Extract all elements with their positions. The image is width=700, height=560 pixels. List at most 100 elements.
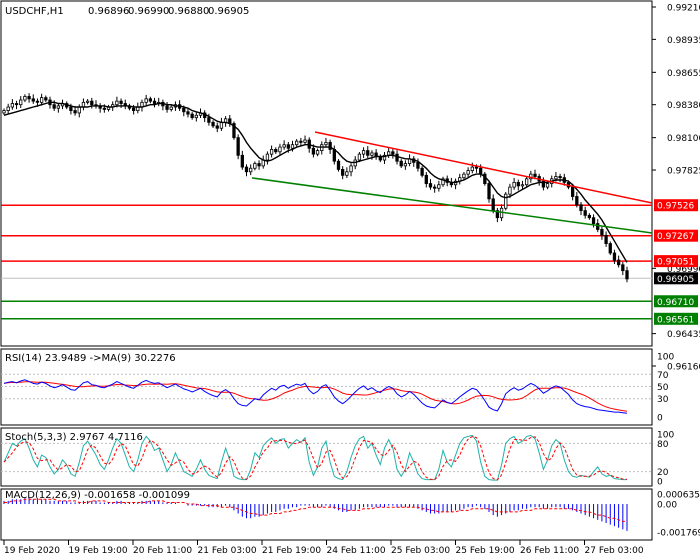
rsi-tick-label: 30 [657,395,669,405]
candle-body [441,178,445,186]
candle-body [144,98,148,103]
candle-body [240,154,244,168]
candle-body [403,163,408,167]
rsi-label: RSI(14) 23.9489 ->MA(9) 30.2276 [5,353,176,364]
candle-body [616,259,621,266]
candle-body [487,183,491,200]
candle-body [102,107,106,110]
price-tick-label: 0.98655 [667,69,700,79]
candle-body [219,121,224,129]
candle-body [525,178,529,186]
candle-body [14,103,19,106]
candle-body [591,217,596,224]
time-tick-label: 20 Feb 11:00 [133,546,192,556]
candle-body [370,152,374,156]
macd-label: MACD(12,26,9) -0.001658 -0.001099 [5,490,190,501]
candle-body [27,96,31,100]
candle-body [182,107,186,113]
rsi-plot: 100 70 50 30 0 [1,353,674,424]
candle-body [23,96,27,101]
candle-body [357,153,362,161]
price-plot [1,93,653,320]
candle-body [303,139,307,143]
candle-body [52,104,56,109]
candle-body [512,181,516,188]
candle-body [600,229,604,236]
candle-body [504,193,508,209]
time-tick-label: 21 Feb 19:00 [262,546,321,556]
candle-body [621,264,625,272]
candle-body [541,180,546,188]
candle-body [533,173,537,177]
stoch-main-line [3,434,627,481]
candle-body [148,98,152,102]
candle-body [587,214,592,219]
price-tick-label: 0.98935 [667,36,700,46]
candle-body [77,106,81,114]
macd-tick-label: 0.000635 [657,491,700,501]
upper-trendline [314,131,653,204]
candle-body [462,173,466,179]
candle-body [420,167,424,176]
time-tick-label: 25 Feb 19:00 [456,546,515,556]
time-tick-label: 19 Feb 19:00 [69,546,128,556]
macd-tick-label: -0.001769 [657,529,700,539]
ohlc-high: 0.96990 [128,6,169,17]
candle-body [44,97,48,101]
candle-body [31,98,35,102]
candle-body [433,186,437,189]
candle-body [516,181,520,187]
candle-body [295,140,299,146]
candle-body [491,198,495,212]
candle-body [361,150,366,155]
candle-body [19,99,23,106]
stoch-tick-label: 20 [657,468,669,478]
stoch-label: Stoch(5,3,3) 2.9767 4.7116 [5,432,143,443]
candle-body [249,167,253,173]
stoch-tick-label: 80 [657,440,669,450]
candle-body [286,144,290,149]
moving-average-line [3,101,628,263]
candle-body [520,184,525,187]
candle-body [274,149,278,153]
time-tick-label: 25 Feb 03:00 [391,546,450,556]
candle-body [131,107,136,111]
time-tick-label: 19 Feb 2020 [4,546,60,556]
stoch-tick-label: 0 [657,478,663,488]
candle-body [85,100,90,103]
candle-body [244,166,249,173]
candle-body [186,111,190,115]
candle-body [583,210,587,216]
ohlc-low: 0.96880 [168,6,209,17]
lower-trendline [251,177,653,234]
current-price-box [654,272,698,285]
candle-body [152,100,157,104]
candle-body [604,234,608,244]
candle-body [69,106,73,111]
rsi-tick-label: 100 [657,353,674,363]
price-tick-label: 0.96435 [667,330,700,340]
candle-body [332,149,336,162]
level-price-box [654,312,698,325]
candle-body [345,171,349,176]
candle-body [625,270,629,280]
level-price-label: 0.97526 [657,202,694,212]
candle-body [466,170,470,175]
candle-body [428,183,433,188]
price-pane [0,0,653,347]
candle-body [554,176,558,180]
chart-symbol: USDCHF,H1 [5,6,64,17]
macd-signal-line [4,498,627,522]
candle-body [341,169,345,176]
level-price-label: 0.97051 [657,258,694,268]
candle-body [207,117,211,123]
rsi-tick-label: 70 [657,371,669,381]
rsi-tick-label: 0 [657,414,663,424]
ohlc-close: 0.96905 [208,6,249,17]
candle-body [269,149,274,155]
candle-body [612,252,617,261]
